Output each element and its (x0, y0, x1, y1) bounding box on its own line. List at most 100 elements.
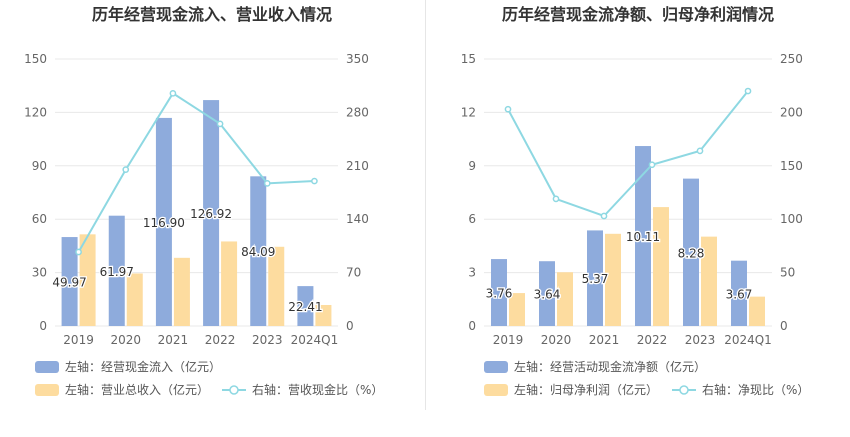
bar-secondary (221, 241, 238, 326)
bar-data-label: 10.11 (626, 230, 660, 244)
ratio-point (696, 147, 704, 155)
bar-primary (61, 237, 78, 326)
bar-secondary (79, 234, 96, 326)
ratio-point (600, 212, 608, 220)
bar-data-label: 126.92 (190, 207, 232, 221)
bar-data-label: 3.67 (726, 287, 753, 301)
left-axis-tick-label: 0 (39, 319, 47, 333)
bar-primary (250, 176, 267, 326)
bar-secondary (653, 207, 669, 326)
left-axis-tick-label: 30 (32, 266, 47, 280)
chart-title: 历年经营现金流净额、归母净利润情况 (502, 5, 774, 24)
legend-bar-swatch (484, 361, 508, 373)
bar-primary (297, 286, 314, 326)
bar-primary (203, 100, 220, 326)
category-label: 2023 (252, 333, 283, 347)
right-axis-tick-label: 350 (346, 52, 369, 66)
bar-primary (635, 146, 651, 326)
bar-data-label: 3.76 (486, 287, 513, 301)
left-axis-tick-label: 6 (468, 212, 476, 226)
left-axis-tick-label: 15 (461, 52, 476, 66)
left-axis-tick-label: 150 (24, 52, 47, 66)
bar-data-label: 8.28 (678, 246, 705, 260)
right-axis-tick-label: 140 (346, 212, 369, 226)
ratio-point (552, 195, 560, 203)
left-axis-tick-label: 9 (468, 159, 476, 173)
bar-data-label: 84.09 (241, 245, 275, 259)
category-label: 2024Q1 (291, 333, 339, 347)
bar-data-label: 5.37 (582, 272, 609, 286)
legend-line-marker (679, 385, 689, 395)
ratio-line (507, 90, 749, 218)
right-axis-tick-label: 70 (346, 266, 361, 280)
ratio-point (648, 161, 656, 169)
right-axis-tick-label: 280 (346, 105, 369, 119)
ratio-line (77, 91, 315, 253)
ratio-point (169, 89, 177, 97)
bar-secondary (315, 304, 332, 326)
bar-primary (491, 259, 507, 326)
category-label: 2024Q1 (724, 333, 772, 347)
legend-label: 左轴：归母净利润（亿元） (514, 382, 658, 397)
left-axis-tick-label: 60 (32, 212, 47, 226)
bar-primary (539, 261, 555, 326)
bar-secondary (268, 246, 285, 326)
ratio-point (216, 120, 224, 128)
bar-secondary (701, 236, 717, 326)
bar-primary (683, 178, 699, 326)
right-axis-tick-label: 150 (780, 159, 803, 173)
left-axis-tick-label: 0 (468, 319, 476, 333)
category-label: 2022 (637, 333, 668, 347)
chart-title: 历年经营现金流入、营业收入情况 (92, 5, 332, 24)
category-label: 2022 (205, 333, 236, 347)
legend-label: 左轴：经营现金流入（亿元） (65, 359, 221, 374)
legend-label: 右轴：营收现金比（%） (252, 382, 383, 397)
legend-bar-swatch (484, 384, 508, 396)
bar-primary (108, 215, 125, 326)
left-axis-tick-label: 3 (468, 266, 476, 280)
legend-bar-swatch (35, 384, 59, 396)
category-label: 2021 (158, 333, 189, 347)
right-axis-tick-label: 210 (346, 159, 369, 173)
left-axis-tick-label: 90 (32, 159, 47, 173)
bar-secondary (605, 233, 621, 326)
right-axis-tick-label: 100 (780, 212, 803, 226)
category-label: 2019 (493, 333, 524, 347)
ratio-point (311, 177, 318, 185)
bar-data-label: 3.64 (534, 288, 561, 302)
right-axis-tick-label: 200 (780, 105, 803, 119)
bar-data-label: 49.97 (52, 276, 86, 290)
right-axis-tick-label: 50 (780, 266, 795, 280)
legend-label: 右轴：净现比（%） (702, 382, 809, 397)
panel-divider (425, 0, 426, 410)
bar-data-label: 116.90 (143, 216, 185, 230)
category-label: 2019 (63, 333, 94, 347)
ratio-point (75, 248, 82, 256)
category-label: 2020 (541, 333, 572, 347)
left-axis-tick-label: 12 (461, 105, 476, 119)
bar-primary (731, 260, 747, 326)
right-axis-tick-label: 0 (780, 319, 788, 333)
bar-secondary (173, 257, 190, 326)
ratio-point (744, 87, 752, 95)
right-axis-tick-label: 250 (780, 52, 803, 66)
bar-secondary (557, 272, 573, 326)
left-axis-tick-label: 120 (24, 105, 47, 119)
legend-bar-swatch (35, 361, 59, 373)
legend-label: 左轴：经营活动现金流净额（亿元） (514, 359, 706, 374)
category-label: 2023 (685, 333, 716, 347)
ratio-point (122, 166, 130, 173)
bar-secondary (126, 273, 143, 326)
category-label: 2021 (589, 333, 620, 347)
ratio-point (504, 105, 512, 113)
bar-primary (587, 230, 603, 326)
legend-line-marker (229, 385, 239, 395)
bar-data-label: 22.41 (288, 300, 322, 314)
bar-data-label: 61.97 (100, 265, 134, 279)
bar-secondary (509, 293, 525, 326)
ratio-point (263, 179, 271, 187)
legend-label: 左轴：营业总收入（亿元） (65, 382, 209, 397)
bar-primary (155, 117, 172, 326)
